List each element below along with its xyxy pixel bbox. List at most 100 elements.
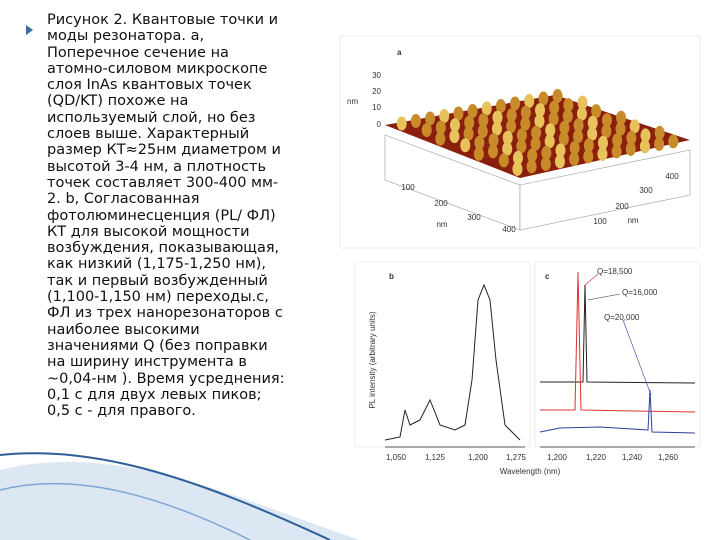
pointer — [583, 273, 599, 287]
spectrum-c2 — [540, 271, 696, 413]
afm-bump — [535, 103, 546, 118]
figure-label: 1,200 — [547, 453, 568, 462]
caption-line: слоев выше. Характерный — [47, 126, 250, 143]
afm-bump — [530, 136, 541, 151]
decor-line — [0, 452, 331, 540]
afm-bump — [549, 100, 560, 115]
afm-bump — [478, 113, 489, 128]
afm-bump — [488, 144, 499, 159]
afm-bump — [562, 109, 573, 124]
caption-line: ФЛ из трех нанорезонаторов с — [47, 305, 283, 322]
afm-bump — [464, 115, 475, 130]
afm-bump — [555, 143, 566, 158]
caption-line: атомно-силовом микроскопе — [47, 60, 268, 77]
afm-bump — [435, 120, 446, 135]
caption-line: слоя InAs квантовых точек — [47, 77, 252, 94]
afm-bump — [492, 110, 503, 125]
afm-bump — [558, 131, 569, 146]
afm-bump — [502, 130, 513, 145]
figure-label: 100 — [593, 217, 607, 226]
caption-line: Рисунок 2. Квантовые точки и — [47, 12, 279, 28]
afm-bump — [573, 129, 584, 144]
afm-bump — [611, 144, 622, 159]
afm-bump — [616, 110, 627, 125]
afm-bump — [583, 149, 594, 164]
figure-label: 400 — [665, 172, 679, 181]
caption-line: фотолюминесценция (PL/ ФЛ) — [47, 207, 276, 224]
afm-bump — [495, 99, 506, 114]
afm-bump — [639, 139, 650, 154]
decor-wave — [0, 461, 360, 540]
afm-bump — [450, 118, 461, 133]
figure-label: 100 — [401, 183, 415, 192]
afm-bump — [587, 115, 598, 130]
afm-bump — [481, 101, 492, 116]
caption-line: КТ для высокой мощности — [47, 223, 250, 240]
figure-label: c — [545, 272, 550, 281]
afm-bump — [559, 120, 570, 135]
afm-bump — [524, 94, 535, 109]
figure-label: 200 — [434, 199, 448, 208]
afm-bump — [534, 114, 545, 129]
caption-line: ~0,04-нм ). Время усреднения: — [47, 370, 285, 387]
figure-label: 1,260 — [658, 453, 679, 462]
afm-bump — [615, 121, 626, 136]
figure-label: 30 — [372, 71, 381, 80]
afm-bump — [552, 89, 563, 104]
afm-bump — [396, 116, 407, 131]
afm-bump — [545, 123, 556, 138]
afm-bump — [488, 133, 499, 148]
caption-line: размер КТ≈25нм диаметром и — [47, 142, 281, 159]
afm-bump — [491, 121, 502, 136]
afm-bump — [601, 124, 612, 139]
figure-label: 1,220 — [586, 453, 607, 462]
figure-label: nm — [627, 216, 638, 225]
caption-line: Поперечное сечение на — [47, 44, 229, 61]
afm-bump — [531, 125, 542, 140]
caption-line: точек составляет 300-400 мм- — [47, 174, 279, 191]
afm-bump — [473, 146, 484, 161]
afm-bump — [410, 114, 421, 129]
figure-label: Q=16,000 — [622, 288, 658, 297]
caption-line: 2. b, Согласованная — [47, 191, 200, 208]
caption-line: высотой 3-4 нм, а плотность — [47, 158, 266, 175]
afm-bump — [425, 111, 436, 126]
caption-line: (1,100-1,150 нм) переходы.c, — [47, 289, 269, 306]
afm-bump — [453, 106, 464, 121]
afm-bump — [512, 150, 523, 165]
afm-bump — [506, 119, 517, 134]
figure-label: Q=18,500 — [597, 267, 633, 276]
caption-line: моды резонатора. a, — [47, 28, 205, 45]
panel-b — [354, 261, 531, 448]
afm-bump — [654, 125, 665, 140]
figure-label: nm — [436, 220, 447, 229]
afm-bump — [548, 111, 559, 126]
afm-bump — [467, 104, 478, 119]
figure-label: b — [389, 272, 394, 281]
afm-bump — [563, 98, 574, 113]
afm-bump — [612, 133, 623, 148]
afm-bumps — [396, 89, 679, 176]
panel-c — [534, 261, 701, 448]
caption-line: используемый слой, но без — [47, 109, 256, 126]
afm-bump — [512, 161, 523, 176]
afm-bump — [516, 128, 527, 143]
figure-label: 1,050 — [386, 453, 407, 462]
figure-label: 400 — [502, 225, 516, 234]
figure-label: nm — [347, 97, 358, 106]
figure-label: 0 — [377, 120, 382, 129]
afm-bump — [502, 141, 513, 156]
afm-bump — [516, 139, 527, 154]
afm-bump — [421, 123, 432, 138]
afm-bump — [577, 95, 588, 110]
afm-bump — [526, 159, 537, 174]
afm-bump — [527, 148, 538, 163]
afm-bump — [538, 91, 549, 106]
afm-bump — [498, 153, 509, 168]
caption-line: значениями Q (без поправки — [47, 337, 268, 354]
caption-line: как низкий (1,175-1,250 нм), — [47, 256, 267, 273]
afm-bump — [629, 119, 640, 134]
afm-bump — [460, 138, 471, 153]
afm-bump — [591, 104, 602, 119]
